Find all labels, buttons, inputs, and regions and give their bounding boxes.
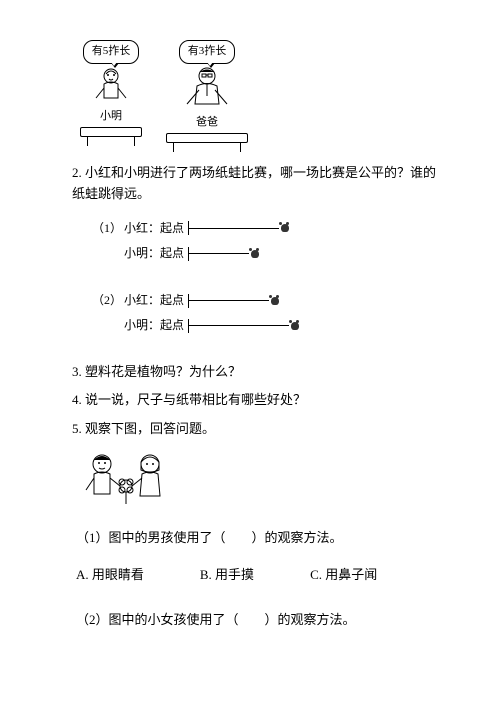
- content-area: 有5拃长 小明 有3拃长: [0, 0, 500, 670]
- race-group-2: （2） 小红：起点 小明：起点: [72, 291, 440, 335]
- hong-label: 小红：起点: [124, 219, 188, 238]
- speech-bubble-xiaoming: 有5拃长: [83, 40, 140, 64]
- frog-icon: [289, 320, 303, 332]
- question-4-text: 4. 说一说，尺子与纸带相比有哪些好处？: [72, 390, 440, 411]
- baba-name: 爸爸: [196, 114, 218, 132]
- frog-icon: [269, 295, 283, 307]
- group-1-number: （1）: [92, 219, 124, 238]
- track: [188, 221, 293, 235]
- track: [188, 247, 263, 261]
- frog-icon: [279, 222, 293, 234]
- race-2-ming: 小明：起点: [92, 316, 440, 335]
- option-c: C. 用鼻子闻: [310, 565, 377, 586]
- worksheet-page: 有5拃长 小明 有3拃长: [0, 0, 500, 708]
- question-5-text: 5. 观察下图，回答问题。: [72, 419, 440, 440]
- baba-block: 有3拃长 爸爸: [166, 40, 248, 143]
- question-3-text: 3. 塑料花是植物吗？为什么？: [72, 362, 440, 383]
- question-5-sub1: （1）图中的男孩使用了（ ）的观察方法。: [76, 528, 440, 549]
- track: [188, 319, 303, 333]
- group-2-number: （2）: [92, 291, 124, 310]
- race-2-hong: （2） 小红：起点: [92, 291, 440, 310]
- illustration-measuring: 有5拃长 小明 有3拃长: [80, 40, 440, 143]
- race-group-1: （1） 小红：起点 小明：起点: [72, 219, 440, 263]
- desk-icon: [166, 133, 248, 143]
- xiaoming-name: 小明: [100, 108, 122, 126]
- question-2-text: 2. 小红和小明进行了两场纸蛙比赛，哪一场比赛是公平的？谁的纸蛙跳得远。: [72, 163, 440, 205]
- option-b: B. 用手摸: [200, 565, 254, 586]
- track-line: [189, 300, 269, 301]
- baba-figure: [177, 66, 237, 112]
- xiaoming-figure: [88, 66, 134, 106]
- race-1-hong: （1） 小红：起点: [92, 219, 440, 238]
- ming-label: 小明：起点: [124, 316, 188, 335]
- track-line: [189, 325, 289, 326]
- xiaoming-block: 有5拃长 小明: [80, 40, 142, 143]
- race-1-ming: 小明：起点: [92, 244, 440, 263]
- ming-label: 小明：起点: [124, 244, 188, 263]
- question-5-sub2: （2）图中的小女孩使用了（ ）的观察方法。: [76, 610, 440, 631]
- illustration-kids-observing: [80, 450, 440, 510]
- option-a: A. 用眼睛看: [76, 565, 144, 586]
- question-5-options: A. 用眼睛看 B. 用手摸 C. 用鼻子闻: [76, 565, 440, 586]
- track-line: [189, 228, 279, 229]
- track: [188, 294, 283, 308]
- track-line: [189, 253, 249, 254]
- hong-label: 小红：起点: [124, 291, 188, 310]
- desk-icon: [80, 127, 142, 137]
- frog-icon: [249, 248, 263, 260]
- speech-bubble-baba: 有3拃长: [179, 40, 236, 64]
